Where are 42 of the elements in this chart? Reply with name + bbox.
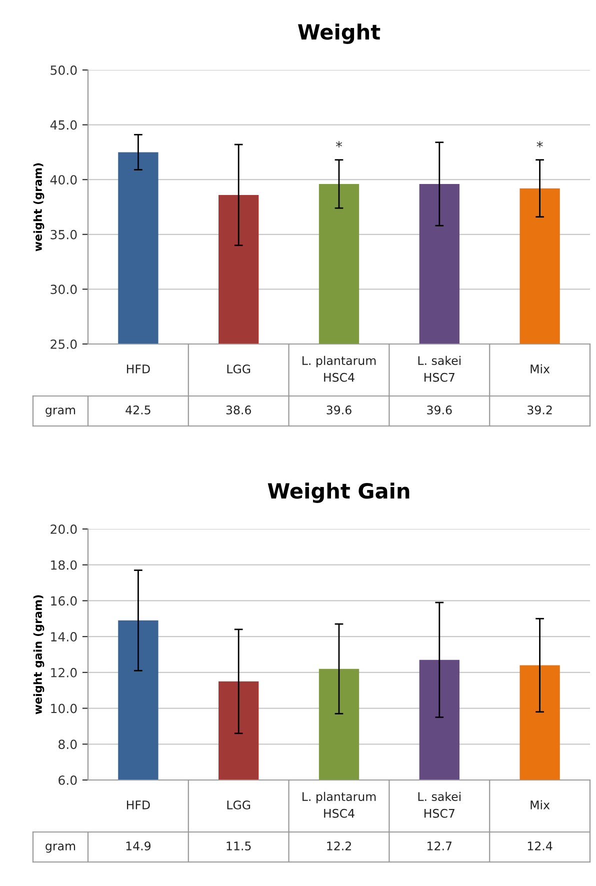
y-tick-label: 18.0 [51,560,77,570]
data-label: 39.6 [427,405,452,414]
annotation: * [536,141,543,148]
category-label: Mix [530,364,550,374]
data-label: 39.6 [326,405,352,414]
data-label: 38.6 [226,405,251,414]
y-axis-title: weight gain (gram) [33,595,44,714]
y-tick-label: 30.0 [50,284,77,294]
data-label: 12.2 [327,841,351,850]
y-tick-label: 16.0 [51,596,77,606]
y-tick-label: 40.0 [50,175,77,185]
category-label: LGG [227,800,250,810]
category-label: HFD [126,800,150,810]
category-label: HFD [126,364,150,374]
y-axis-title: weight (gram) [33,163,44,252]
y-tick-label: 20.0 [50,524,77,534]
data-label: 12.7 [428,841,452,850]
annotation: * [336,141,342,148]
y-tick-label: 10.0 [51,704,77,714]
category-label: LGG [227,364,250,374]
y-tick-label: 8.0 [58,740,77,750]
category-label: L. sakei HSC7 [418,792,461,818]
y-tick-label: 45.0 [50,120,77,130]
data-label: 39.2 [528,405,552,414]
y-tick-label: 25.0 [50,339,77,349]
y-tick-label: 50.0 [50,65,77,75]
y-tick-label: 14.0 [51,632,77,642]
text: gram [46,844,76,853]
data-label: 14.9 [126,841,151,850]
category-label: L. sakei HSC7 [418,356,461,382]
chart-title: Weight Gain [268,482,410,503]
y-tick-label: 6.0 [58,775,77,785]
category-label: L. plantarum HSC4 [302,356,376,382]
data-label: 42.5 [126,405,150,414]
category-label: Mix [530,800,550,810]
text: gram [46,408,76,417]
data-label: 11.5 [226,842,251,850]
y-tick-label: 12.0 [51,668,77,678]
chart-title: Weight [298,24,380,44]
data-label: 12.4 [528,841,552,850]
y-tick-label: 35.0 [50,230,77,240]
category-label: L. plantarum HSC4 [302,792,376,818]
